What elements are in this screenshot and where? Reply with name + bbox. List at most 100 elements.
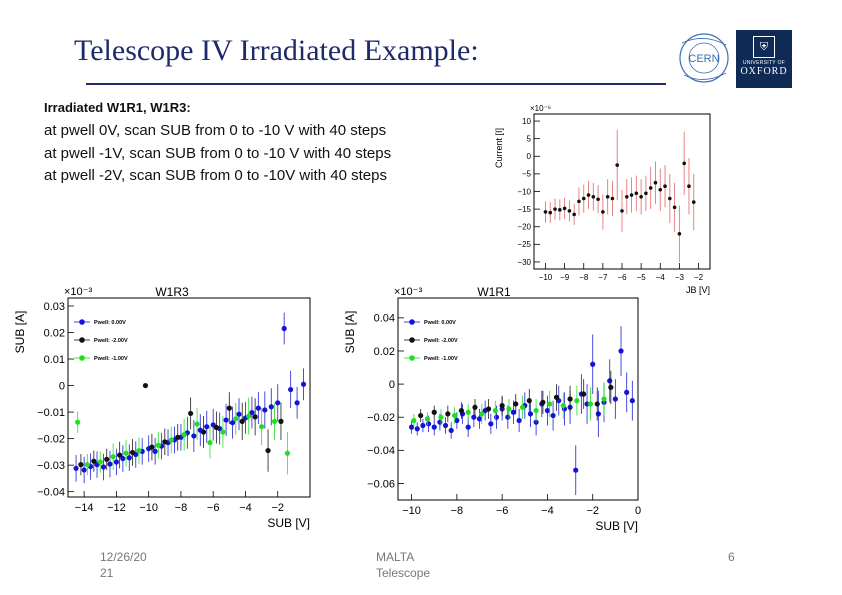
data-point — [658, 187, 663, 192]
x-tick-label: −2 — [586, 505, 599, 517]
data-point — [596, 197, 600, 202]
x-tick-label: −6 — [496, 505, 509, 517]
x-tick-label: −10 — [539, 273, 553, 282]
data-point — [249, 410, 255, 416]
data-point — [687, 184, 691, 189]
data-point — [548, 210, 553, 215]
data-point — [553, 394, 560, 400]
x-tick-label: −6 — [207, 502, 220, 514]
y-axis-label: SUB [A] — [344, 311, 357, 354]
data-point — [629, 193, 634, 197]
data-point — [639, 194, 643, 199]
data-point — [188, 410, 194, 417]
data-point — [591, 194, 596, 199]
data-point — [513, 401, 519, 407]
data-point — [624, 194, 629, 199]
y-tick-label: −0.03 — [37, 460, 65, 472]
data-point — [252, 414, 258, 420]
title-underline — [86, 83, 666, 85]
chart-title: W1R3 — [155, 285, 189, 299]
footer-event: MALTA Telescope — [376, 549, 430, 581]
legend-marker — [409, 355, 415, 361]
data-point — [431, 424, 437, 430]
data-point — [284, 450, 291, 456]
data-point — [281, 325, 287, 332]
data-point — [610, 196, 615, 201]
y-tick-label: −0.02 — [367, 412, 395, 424]
data-point — [682, 161, 686, 166]
data-point — [226, 405, 232, 411]
data-point — [587, 401, 594, 407]
data-point — [550, 412, 556, 419]
legend-marker — [79, 319, 85, 325]
y-tick-label: 0.02 — [374, 346, 395, 358]
data-point — [84, 462, 90, 468]
data-point — [624, 389, 630, 395]
x-tick-label: −6 — [617, 273, 627, 282]
x-tick-label: −7 — [598, 273, 608, 282]
data-point — [120, 455, 126, 462]
data-point — [255, 405, 261, 411]
x-tick-label: −5 — [637, 273, 647, 282]
data-point — [129, 449, 136, 456]
legend-label: Pwell: 0.00V — [424, 320, 456, 326]
data-point — [275, 400, 281, 406]
data-point — [615, 163, 620, 167]
data-point — [476, 416, 483, 422]
x-tick-label: −12 — [107, 502, 126, 514]
data-point — [152, 448, 158, 454]
description-block: Irradiated W1R1, W1R3: at pwell 0V, scan… — [44, 99, 391, 188]
oxford-logo-text: OXFORD — [740, 66, 788, 77]
x-tick-label: −14 — [75, 502, 94, 514]
x-tick-label: −8 — [451, 505, 464, 517]
y-tick-label: 0 — [527, 152, 532, 161]
data-point — [526, 398, 532, 404]
legend-label: Pwell: -1.00V — [94, 356, 128, 362]
x-tick-label: 0 — [635, 505, 641, 517]
y-tick-label: −30 — [517, 258, 531, 267]
x-tick-label: −4 — [239, 502, 252, 514]
data-point — [110, 454, 116, 460]
data-point — [454, 417, 460, 424]
data-point — [414, 426, 420, 432]
data-point — [691, 200, 696, 204]
data-point — [553, 207, 557, 211]
data-point — [213, 424, 220, 431]
data-point — [605, 194, 610, 199]
data-point — [465, 409, 471, 415]
data-point — [107, 461, 113, 467]
y-tick-label: 10 — [522, 117, 531, 126]
data-point — [558, 208, 562, 212]
data-point — [608, 384, 614, 391]
y-tick-label: 0.02 — [44, 327, 65, 339]
y-axis-label: Current [I] — [494, 128, 504, 168]
footer-event-line1: MALTA — [376, 550, 415, 564]
data-point — [644, 191, 648, 196]
data-point — [472, 404, 478, 410]
data-point — [200, 429, 207, 435]
data-point — [113, 459, 119, 465]
data-point — [223, 417, 229, 423]
oxford-logo: ⛨ UNIVERSITY OF OXFORD — [736, 30, 792, 88]
x-tick-label: −4 — [541, 505, 554, 517]
data-point — [663, 184, 667, 189]
data-point — [246, 413, 252, 419]
data-point — [527, 411, 534, 417]
x-tick-label: −2 — [271, 502, 284, 514]
x-axis-label: JB [V] — [686, 285, 710, 295]
footer-date-number: 21 — [100, 566, 114, 580]
data-point — [73, 465, 79, 471]
legend-label: Pwell: -2.00V — [424, 338, 458, 344]
cern-logo-text: CERN — [688, 53, 719, 65]
data-point — [117, 452, 123, 458]
y-tick-label: 0 — [59, 380, 65, 392]
data-point — [126, 455, 132, 461]
data-point — [544, 407, 551, 414]
data-point — [479, 411, 485, 417]
data-point — [437, 419, 443, 425]
data-point — [607, 378, 613, 384]
data-point — [149, 444, 155, 450]
data-point — [194, 421, 200, 427]
y-tick-label: −10 — [517, 187, 531, 196]
data-point — [506, 406, 512, 412]
